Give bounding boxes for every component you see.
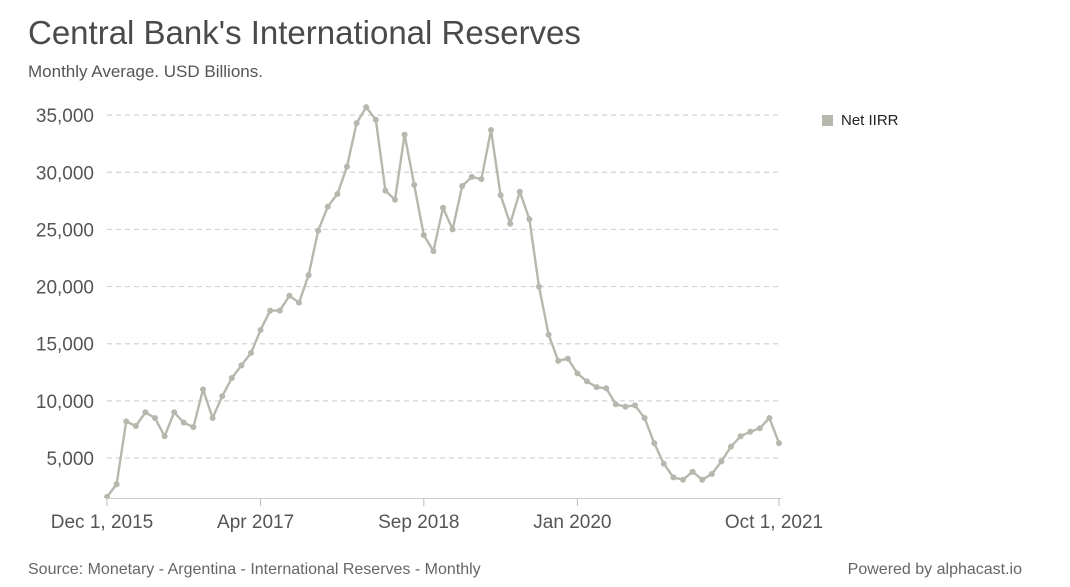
data-point[interactable] — [430, 248, 437, 255]
data-point[interactable] — [680, 476, 686, 483]
data-point[interactable] — [440, 204, 446, 211]
y-tick-label: 30,000 — [36, 163, 94, 184]
data-point[interactable] — [315, 227, 322, 234]
x-tick-label: Jan 2020 — [533, 512, 611, 533]
data-point[interactable] — [324, 203, 331, 210]
data-point[interactable] — [766, 415, 773, 421]
data-point[interactable] — [276, 307, 283, 314]
x-tick-label: Sep 2018 — [378, 512, 459, 533]
data-point[interactable] — [161, 433, 168, 440]
data-point[interactable] — [737, 433, 744, 440]
data-point[interactable] — [104, 493, 110, 500]
data-point[interactable] — [536, 283, 542, 290]
data-point[interactable] — [622, 403, 629, 410]
data-point[interactable] — [392, 196, 398, 203]
y-tick-label: 35,000 — [36, 106, 94, 127]
chart-title: Central Bank's International Reserves — [28, 14, 581, 51]
y-tick-label: 5,000 — [46, 449, 94, 470]
data-point[interactable] — [670, 474, 677, 481]
data-point[interactable] — [334, 191, 341, 197]
data-point[interactable] — [449, 226, 456, 233]
legend: Net IIRR — [822, 112, 899, 129]
y-tick-label: 15,000 — [36, 335, 94, 356]
data-point[interactable] — [478, 176, 485, 183]
data-point[interactable] — [699, 476, 706, 483]
data-point[interactable] — [651, 440, 658, 447]
data-point[interactable] — [209, 415, 216, 421]
source-note: Source: Monetary - Argentina - Internati… — [28, 561, 481, 578]
data-point[interactable] — [190, 424, 197, 431]
data-point[interactable] — [641, 415, 648, 421]
x-tick-label: Oct 1, 2021 — [725, 512, 823, 533]
data-point[interactable] — [123, 418, 130, 425]
x-tick-label: Apr 2017 — [217, 512, 294, 533]
data-point[interactable] — [574, 370, 581, 377]
data-point[interactable] — [497, 192, 504, 199]
data-point[interactable] — [459, 183, 466, 189]
series-group — [104, 104, 782, 500]
y-tick-label: 10,000 — [36, 392, 94, 413]
data-point[interactable] — [516, 188, 523, 195]
data-point[interactable] — [286, 292, 293, 299]
data-point[interactable] — [776, 440, 782, 447]
data-point[interactable] — [132, 423, 139, 429]
data-point[interactable] — [689, 468, 696, 475]
legend-swatch — [822, 115, 833, 126]
data-point[interactable] — [180, 419, 187, 426]
data-point[interactable] — [238, 362, 245, 369]
data-point[interactable] — [756, 425, 763, 432]
data-point[interactable] — [584, 378, 590, 385]
data-point[interactable] — [488, 127, 494, 133]
data-point[interactable] — [305, 272, 312, 279]
data-point[interactable] — [267, 307, 274, 314]
powered-by: Powered by alphacast.io — [847, 561, 1022, 578]
data-point[interactable] — [152, 415, 158, 421]
data-point[interactable] — [728, 443, 734, 450]
data-point[interactable] — [468, 173, 475, 180]
data-point[interactable] — [248, 349, 254, 356]
data-point[interactable] — [363, 104, 370, 111]
data-point[interactable] — [382, 187, 389, 194]
data-point[interactable] — [411, 181, 418, 188]
data-point[interactable] — [401, 131, 408, 138]
data-point[interactable] — [200, 386, 206, 393]
data-point[interactable] — [718, 458, 725, 465]
data-point[interactable] — [555, 357, 562, 364]
data-point[interactable] — [171, 409, 178, 416]
data-point[interactable] — [257, 327, 264, 333]
data-point[interactable] — [507, 220, 514, 227]
data-point[interactable] — [612, 401, 619, 408]
data-point[interactable] — [228, 375, 235, 381]
data-point[interactable] — [593, 384, 600, 391]
data-point[interactable] — [564, 355, 571, 362]
y-tick-label: 20,000 — [36, 278, 94, 299]
data-point[interactable] — [708, 471, 715, 477]
data-point[interactable] — [344, 163, 350, 170]
x-tick-label: Dec 1, 2015 — [51, 512, 153, 533]
data-point[interactable] — [660, 460, 667, 467]
chart-subtitle: Monthly Average. USD Billions. — [28, 62, 263, 81]
y-tick-label: 25,000 — [36, 220, 94, 241]
data-point[interactable] — [142, 409, 149, 416]
data-point[interactable] — [603, 385, 610, 392]
legend-label: Net IIRR — [841, 112, 899, 129]
series-line-net-iirr — [106, 105, 781, 498]
data-point[interactable] — [545, 331, 552, 338]
data-point[interactable] — [372, 116, 379, 123]
data-point[interactable] — [420, 232, 427, 239]
data-point[interactable] — [747, 428, 754, 435]
data-point[interactable] — [526, 216, 533, 223]
data-point[interactable] — [219, 393, 226, 400]
data-point[interactable] — [632, 402, 638, 409]
data-point[interactable] — [296, 299, 302, 306]
data-point[interactable] — [113, 481, 120, 488]
data-point[interactable] — [353, 120, 360, 127]
